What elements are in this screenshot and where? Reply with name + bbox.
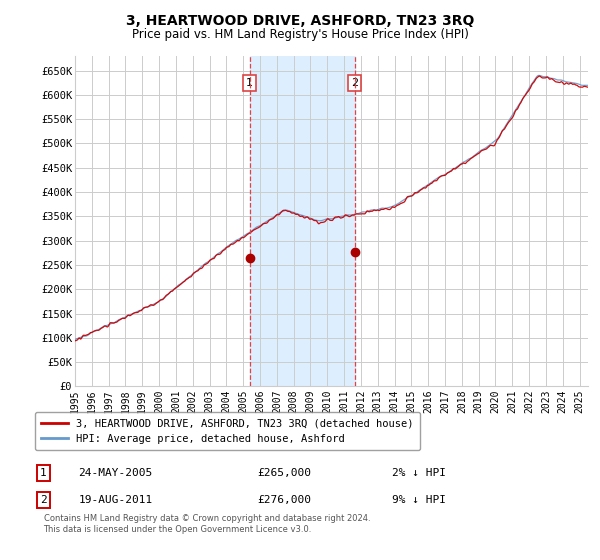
Text: 1: 1 — [40, 468, 47, 478]
Text: £265,000: £265,000 — [257, 468, 311, 478]
Legend: 3, HEARTWOOD DRIVE, ASHFORD, TN23 3RQ (detached house), HPI: Average price, deta: 3, HEARTWOOD DRIVE, ASHFORD, TN23 3RQ (d… — [35, 412, 419, 450]
Bar — [250, 56, 355, 386]
Text: 2: 2 — [40, 495, 47, 505]
Text: 24-MAY-2005: 24-MAY-2005 — [79, 468, 153, 478]
Text: 2% ↓ HPI: 2% ↓ HPI — [392, 468, 446, 478]
Text: Price paid vs. HM Land Registry's House Price Index (HPI): Price paid vs. HM Land Registry's House … — [131, 28, 469, 41]
Text: 19-AUG-2011: 19-AUG-2011 — [79, 495, 153, 505]
Text: £276,000: £276,000 — [257, 495, 311, 505]
Text: Contains HM Land Registry data © Crown copyright and database right 2024.
This d: Contains HM Land Registry data © Crown c… — [44, 514, 370, 534]
Text: 9% ↓ HPI: 9% ↓ HPI — [392, 495, 446, 505]
Text: 3, HEARTWOOD DRIVE, ASHFORD, TN23 3RQ: 3, HEARTWOOD DRIVE, ASHFORD, TN23 3RQ — [126, 14, 474, 28]
Text: 1: 1 — [246, 78, 253, 88]
Text: 2: 2 — [351, 78, 358, 88]
